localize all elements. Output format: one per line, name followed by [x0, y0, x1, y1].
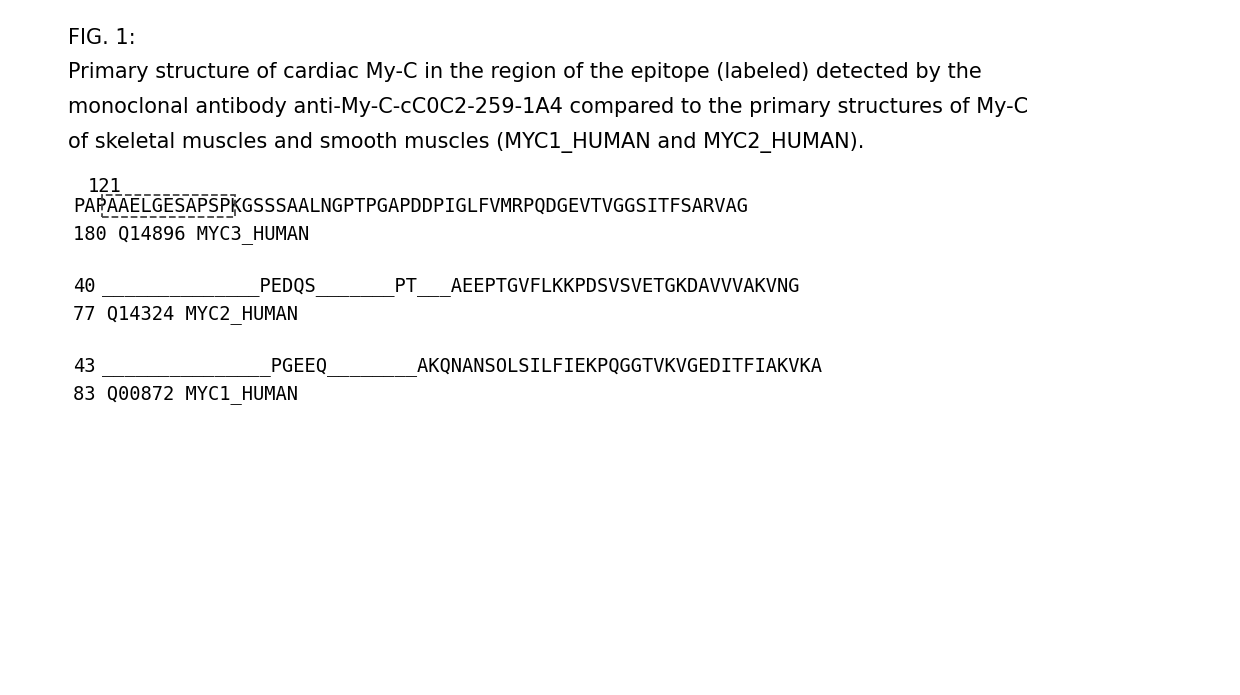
- Text: FIG. 1:: FIG. 1:: [68, 28, 135, 48]
- Text: 43: 43: [73, 357, 95, 376]
- Text: 77 Q14324 MYC2_HUMAN: 77 Q14324 MYC2_HUMAN: [73, 305, 298, 324]
- Text: monoclonal antibody anti-My-C-cC0C2-259-1A4 compared to the primary structures o: monoclonal antibody anti-My-C-cC0C2-259-…: [68, 97, 1028, 117]
- Text: ______________PEDQS_______PT___AEEPTGVFLKKPDSVSVETGKDAVVVAKVNG: ______________PEDQS_______PT___AEEPTGVFL…: [102, 277, 799, 296]
- Text: Primary structure of cardiac My-C in the region of the epitope (labeled) detecte: Primary structure of cardiac My-C in the…: [68, 62, 982, 82]
- Text: _______________PGEEQ________AKQNANSOLSILFIEKPQGGTVKVGEDITFIAKVKA: _______________PGEEQ________AKQNANSOLSIL…: [102, 357, 821, 376]
- Text: 40: 40: [73, 277, 95, 296]
- Bar: [102, 195, 234, 217]
- Text: PAPAAELGESAPSPKGSSSAALNGPTPGAPDDPIGLFVMRPQDGEVTVGGSITFSARVAG: PAPAAELGESAPSPKGSSSAALNGPTPGAPDDPIGLFVMR…: [73, 197, 748, 216]
- Text: of skeletal muscles and smooth muscles (MYC1_HUMAN and MYC2_HUMAN).: of skeletal muscles and smooth muscles (…: [68, 132, 864, 153]
- Text: 180 Q14896 MYC3_HUMAN: 180 Q14896 MYC3_HUMAN: [73, 225, 309, 244]
- Text: 83 Q00872 MYC1_HUMAN: 83 Q00872 MYC1_HUMAN: [73, 385, 298, 404]
- Text: 121: 121: [88, 177, 122, 196]
